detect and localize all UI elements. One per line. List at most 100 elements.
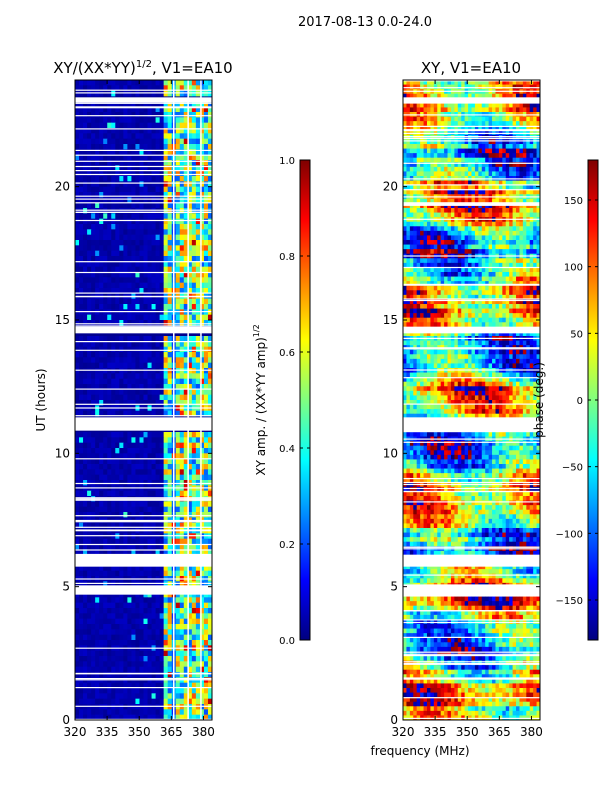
- heat-cell: [103, 357, 108, 364]
- heat-cell: [536, 102, 540, 108]
- heat-cell: [119, 272, 124, 278]
- flag-line: [75, 499, 212, 501]
- heat-cell: [127, 288, 132, 294]
- heat-cell: [450, 189, 455, 195]
- heat-cell: [151, 288, 156, 294]
- heat-cell: [151, 181, 156, 188]
- heat-cell: [187, 320, 193, 326]
- heat-cell: [131, 218, 136, 225]
- heat-cell: [471, 148, 476, 154]
- heat-cell: [155, 112, 161, 118]
- heat-cell: [143, 208, 148, 214]
- heat-cell: [187, 629, 193, 636]
- heat-cell: [123, 117, 128, 124]
- heat-cell: [485, 130, 490, 136]
- heat-cell: [159, 282, 165, 289]
- heat-cell: [95, 682, 100, 689]
- heat-cell: [167, 197, 173, 204]
- amplitude-colorbar-ticks: 0.00.20.40.60.81.0: [279, 156, 310, 647]
- heat-cell: [119, 629, 124, 636]
- heat-cell: [143, 394, 148, 401]
- heat-cell: [167, 448, 173, 454]
- heat-cell: [433, 144, 438, 149]
- heat-cell: [509, 166, 513, 172]
- heat-cell: [478, 116, 483, 122]
- heat-cell: [481, 148, 486, 154]
- heat-cell: [195, 304, 201, 310]
- heat-cell: [207, 304, 212, 310]
- heat-cell: [131, 570, 136, 577]
- heat-cell: [203, 522, 209, 529]
- heat-cell: [179, 277, 185, 284]
- heat-cell: [179, 298, 185, 305]
- heat-cell: [495, 144, 500, 149]
- heat-cell: [131, 666, 136, 673]
- heat-cell: [131, 624, 136, 630]
- heat-cell: [420, 185, 424, 191]
- heat-cell: [115, 85, 120, 92]
- heat-cell: [464, 171, 469, 177]
- heat-cell: [79, 714, 84, 720]
- heat-cell: [195, 469, 201, 476]
- heat-cell: [516, 180, 520, 186]
- heat-cell: [522, 153, 527, 159]
- heat-cell: [474, 130, 479, 136]
- heat-cell: [131, 373, 136, 380]
- heat-cell: [195, 506, 201, 513]
- heat-cell: [159, 474, 165, 481]
- heat-cell: [471, 166, 476, 172]
- heat-cell: [91, 240, 96, 246]
- heat-cell: [163, 240, 169, 246]
- heat-cell: [83, 384, 88, 390]
- heat-cell: [75, 346, 80, 353]
- heat-cell: [183, 165, 189, 172]
- heat-cell: [207, 522, 212, 529]
- heat-cell: [409, 134, 414, 140]
- heat-cell: [199, 437, 205, 444]
- heat-cell: [99, 602, 104, 609]
- heat-cell: [533, 148, 537, 154]
- heat-cell: [187, 410, 193, 417]
- heat-cell: [127, 650, 132, 657]
- heat-cell: [207, 565, 212, 572]
- heat-cell: [135, 597, 140, 604]
- heat-cell: [103, 224, 108, 230]
- heat-cell: [147, 128, 152, 134]
- heat-cell: [131, 160, 136, 166]
- colorbar-tick-label: 0.8: [279, 252, 295, 263]
- heat-cell: [199, 602, 205, 609]
- heat-cell: [447, 166, 452, 172]
- heat-cell: [430, 157, 435, 163]
- x-tick-label: 365: [160, 725, 183, 739]
- heat-cell: [440, 107, 445, 113]
- heat-cell: [175, 538, 181, 545]
- heat-cell: [83, 346, 88, 353]
- heat-cell: [143, 666, 148, 673]
- heat-cell: [131, 277, 136, 284]
- heat-cell: [187, 618, 193, 625]
- heat-cell: [159, 170, 165, 177]
- heat-cell: [119, 442, 124, 449]
- heat-cell: [440, 116, 445, 122]
- heat-cell: [147, 229, 152, 236]
- heat-cell: [195, 410, 201, 417]
- heat-cell: [187, 709, 193, 716]
- heat-cell: [409, 84, 414, 90]
- heat-cell: [143, 256, 148, 262]
- heat-cell: [183, 85, 189, 92]
- heat-cell: [536, 93, 540, 99]
- heat-cell: [203, 538, 209, 545]
- heat-cell: [187, 346, 193, 353]
- heat-cell: [440, 203, 445, 209]
- heat-cell: [127, 240, 132, 246]
- heat-cell: [107, 341, 112, 348]
- heat-cell: [103, 688, 108, 694]
- heat-cell: [163, 245, 169, 252]
- heat-cell: [195, 181, 201, 188]
- heat-cell: [471, 189, 476, 195]
- flag-line: [75, 529, 212, 531]
- heat-cell: [199, 544, 205, 550]
- heat-cell: [464, 180, 469, 186]
- heat-cell: [135, 394, 140, 401]
- heat-cell: [207, 698, 212, 705]
